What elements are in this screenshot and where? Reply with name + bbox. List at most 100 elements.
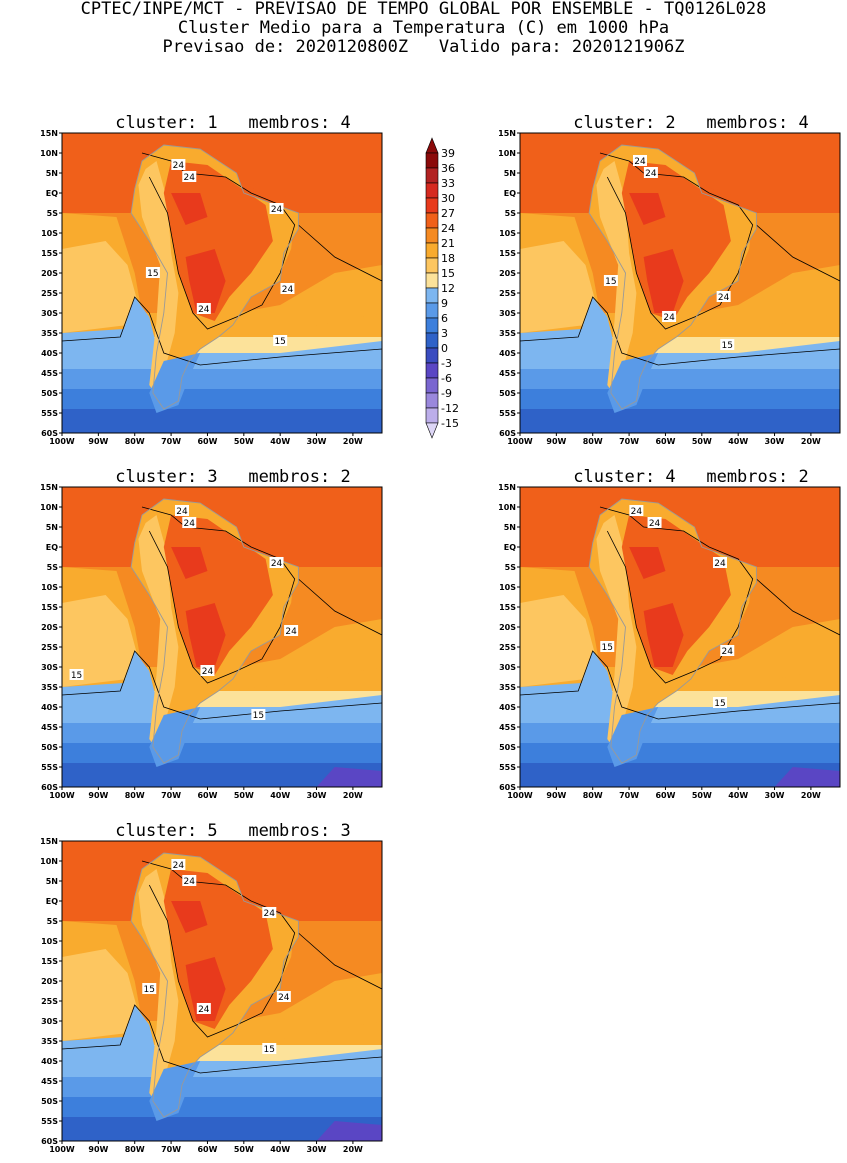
contour-label: 24 (282, 285, 294, 295)
map-panel-cluster-5: cluster: 5 membros: 3 24 24 24 24 24 15 15 15N 1… (40, 821, 426, 1161)
contour-24 (141, 860, 296, 1038)
lat-tick-label: 5N (46, 169, 58, 178)
panel-title: cluster: 2 membros: 4 (573, 113, 809, 133)
colorbar-label: 33 (441, 177, 455, 190)
colorbar-swatch (425, 242, 439, 259)
patagonia-field (607, 353, 659, 413)
lat-tick-label: 60S (499, 783, 516, 792)
temperature-band (520, 723, 840, 743)
lon-tick-label: 70W (619, 437, 639, 446)
colorbar-label: 12 (441, 282, 455, 295)
temperature-field (207, 487, 382, 555)
temperature-band (520, 763, 840, 779)
colorbar-label: 24 (441, 222, 455, 235)
contour-label: 15 (602, 643, 613, 653)
lon-tick-label: 100W (49, 437, 75, 446)
contour-label-box (142, 983, 157, 994)
colorbar-swatch (425, 182, 439, 199)
temperature-field (683, 619, 840, 691)
lat-tick-label: 45S (499, 723, 516, 732)
colorbar-swatch (425, 302, 439, 319)
colorbar-label: -12 (441, 402, 459, 415)
panel-title: cluster: 4 membros: 2 (573, 467, 809, 487)
lon-tick-label: 80W (125, 1145, 145, 1154)
lon-tick-label: 30W (765, 791, 785, 800)
temperature-field (62, 1005, 382, 1077)
temperature-band (62, 1097, 382, 1117)
contour-label: 24 (271, 559, 283, 569)
colorbar-swatch (425, 407, 439, 424)
temperature-field (62, 595, 139, 687)
temperature-band (62, 763, 382, 779)
temperature-field (665, 487, 840, 555)
map-frame (519, 132, 841, 434)
panel-title: cluster: 5 membros: 3 (115, 821, 351, 841)
map-svg: 24 24 24 24 24 15 15 15N 10N 5N EQ 5S 10S 15S 20S 25S 30… (40, 129, 383, 446)
lat-tick-label: 50S (499, 743, 516, 752)
lat-tick-label: 55S (41, 763, 58, 772)
temperature-band (62, 779, 382, 787)
andes-field (138, 515, 179, 755)
lat-tick-label: 35S (41, 329, 58, 338)
lat-tick-label: 50S (41, 743, 58, 752)
temperature-band (62, 743, 382, 763)
lat-tick-label: EQ (46, 897, 58, 906)
contour-label-box (273, 335, 288, 346)
lon-tick-label: 50W (692, 437, 712, 446)
contour-24 (298, 224, 382, 282)
figure-title: CPTEC/INPE/MCT - PREVISAO DE TEMPO GLOBA… (0, 0, 847, 57)
title-line-3: Previsao de: 2020120800Z Valido para: 20… (162, 37, 685, 57)
colorbar-swatch (425, 392, 439, 409)
contour-label-box (175, 505, 189, 516)
contour-24 (298, 932, 382, 990)
contour-label-box (629, 505, 644, 516)
lat-tick-label: 45S (41, 369, 58, 378)
lon-tick-label: 100W (49, 1145, 75, 1154)
contour-label-box (600, 641, 615, 652)
lat-tick-label: EQ (504, 543, 516, 552)
lat-tick-label: 15N (498, 483, 516, 492)
lat-tick-label: 35S (499, 329, 516, 338)
lat-tick-label: 40S (499, 703, 516, 712)
colorbar-swatch (425, 332, 439, 349)
contour-label: 24 (202, 667, 214, 677)
lat-tick-label: 20S (41, 623, 58, 632)
hot-core (185, 249, 226, 313)
lat-tick-label: 5N (46, 523, 58, 532)
lat-tick-label: 10N (498, 503, 516, 512)
lon-tick-label: 30W (307, 791, 327, 800)
temperature-field (62, 297, 382, 369)
contour-label-box (633, 155, 647, 166)
lat-tick-label: 40S (41, 1057, 58, 1066)
contour-label-box (713, 697, 727, 708)
contour-label: 24 (645, 169, 657, 179)
colorbar-label: 27 (441, 207, 455, 220)
contour-label: 15 (274, 337, 285, 347)
contour-label: 24 (634, 157, 646, 167)
contour-label: 15 (605, 277, 616, 287)
coastal-field (723, 209, 753, 281)
colorbar-label: 6 (441, 312, 448, 325)
lat-tick-label: 15S (41, 249, 58, 258)
contour-label: 24 (663, 313, 675, 323)
temperature-field (207, 133, 382, 201)
contour-label: 15 (264, 1045, 275, 1055)
contour-24 (141, 152, 296, 330)
lat-tick-label: 55S (499, 763, 516, 772)
andes-field (138, 869, 179, 1109)
patagonia-field (149, 353, 201, 413)
colorbar-swatch (425, 197, 439, 214)
temperature-band (520, 409, 840, 425)
contour-label-box (171, 859, 186, 870)
lat-tick-label: 5S (47, 917, 59, 926)
lat-tick-label: 5S (505, 209, 517, 218)
contour-label-box (262, 907, 277, 918)
temperature-band (62, 409, 382, 425)
coastline (130, 144, 299, 410)
lon-tick-label: 100W (507, 437, 533, 446)
temperature-band (62, 1133, 382, 1141)
map-panel-cluster-1: cluster: 1 membros: 4 24 24 24 24 24 15 15 15N 1… (40, 113, 426, 453)
lat-tick-label: 55S (41, 409, 58, 418)
temperature-field (774, 767, 840, 787)
contour-label: 24 (184, 519, 196, 529)
